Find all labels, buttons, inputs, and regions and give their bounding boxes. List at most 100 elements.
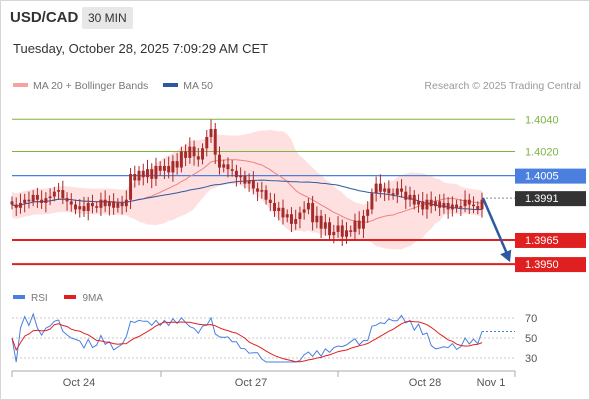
candle-body (349, 230, 353, 232)
candle-body (146, 169, 149, 178)
candle-body (99, 199, 103, 208)
forecast-overlay (481, 197, 512, 263)
credit-label: Research © 2025 Trading Central (424, 80, 581, 92)
legend-item-ma50: MA 50 (163, 80, 213, 92)
candle-body (260, 190, 264, 192)
candle-body (158, 165, 162, 171)
candle-body (23, 199, 27, 203)
candle-body (378, 183, 382, 192)
candle-body (205, 137, 209, 149)
ma50-line (11, 179, 483, 211)
forecast-arrow-line (481, 197, 510, 257)
candle-body (196, 156, 200, 160)
candle-body (124, 199, 128, 207)
time-axis-label: Oct 28 (409, 377, 441, 389)
candle-body (383, 188, 387, 192)
candle-body (289, 214, 293, 224)
header: USD/CAD 30 MIN (0, 0, 590, 36)
candle-body (243, 175, 247, 184)
candle-body (103, 199, 107, 207)
candle-body (133, 174, 137, 181)
candle-body (429, 199, 433, 207)
candle-body (209, 128, 213, 137)
candle-body (391, 193, 395, 195)
bollinger-bands (12, 129, 482, 250)
candle-body (18, 202, 22, 208)
candle-body (433, 201, 437, 207)
candle-body (175, 161, 179, 168)
candle-body (44, 198, 48, 203)
candle-body (370, 193, 374, 210)
candle-body (222, 164, 226, 168)
time-axis-label: Oct 24 (63, 377, 95, 389)
candle-body (438, 201, 442, 208)
candle-body (86, 202, 90, 211)
candle-body (154, 165, 158, 179)
candle-body (120, 202, 124, 207)
candle-body (395, 188, 399, 195)
candle-body (27, 199, 31, 202)
rsi-panel: 70 50 30 (11, 312, 537, 365)
price-label-box (515, 168, 586, 184)
candle-body (74, 204, 77, 210)
rsi-ma-line (11, 320, 483, 363)
price-label: 1.4005 (525, 171, 559, 183)
candle-body (256, 188, 260, 192)
symbol-label: USD/CAD (10, 9, 79, 26)
candle-body (472, 204, 476, 207)
candle-body (137, 170, 141, 181)
candle-body (52, 191, 56, 197)
price-label: 1.4020 (525, 146, 559, 158)
candle-body (302, 209, 306, 213)
candle-body (90, 202, 94, 207)
candle-body (192, 146, 196, 157)
candle-body (294, 219, 298, 224)
candle-body (357, 220, 361, 229)
candle-body (234, 170, 238, 178)
rsi-tick-label: 30 (525, 353, 537, 365)
candle-body (404, 191, 408, 200)
candle-body (425, 199, 429, 210)
level-lines (12, 118, 515, 266)
candle-body (264, 190, 268, 200)
candle-body (31, 194, 35, 202)
candle-body (311, 202, 315, 223)
candle-body (450, 204, 454, 210)
candle-body (277, 207, 281, 211)
candle-body (167, 165, 171, 173)
candle-body (332, 231, 336, 236)
candle-body (298, 212, 302, 220)
candle-body (417, 201, 420, 205)
candle-body (116, 202, 120, 208)
timeframe-badge[interactable]: 30 MIN (82, 7, 133, 29)
ma50-swatch (163, 83, 179, 88)
candle-body (78, 206, 82, 210)
candle-body (82, 206, 86, 211)
candle-body (315, 215, 319, 223)
datetime-label: Tuesday, October 28, 2025 7:09:29 AM CET (13, 41, 269, 56)
candle-body (247, 180, 251, 184)
candle-body (306, 202, 310, 210)
candle-body (35, 194, 39, 200)
rsi-swatch (13, 295, 25, 300)
moving-averages (11, 159, 483, 223)
rsi-line (11, 312, 483, 363)
rsi-tick-label: 70 (525, 313, 537, 325)
candle-body (268, 199, 272, 203)
candle-body (112, 201, 116, 208)
rsi-tick-label: 50 (525, 333, 537, 345)
ma50-label: MA 50 (183, 80, 213, 92)
rsi-legend: RSI 9MA (13, 293, 117, 304)
candle-body (107, 201, 111, 207)
candle-body (467, 199, 471, 205)
price-label: 1.3991 (525, 193, 559, 205)
candle-body (230, 169, 234, 171)
candle-body (319, 215, 323, 229)
candle-body (281, 207, 285, 218)
ma20-label: MA 20 + Bollinger Bands (33, 80, 149, 92)
candle-body (387, 188, 391, 194)
candle-body (14, 204, 18, 208)
candle-body (10, 201, 14, 205)
price-label: 1.4040 (525, 114, 559, 126)
candle-body (217, 154, 221, 168)
